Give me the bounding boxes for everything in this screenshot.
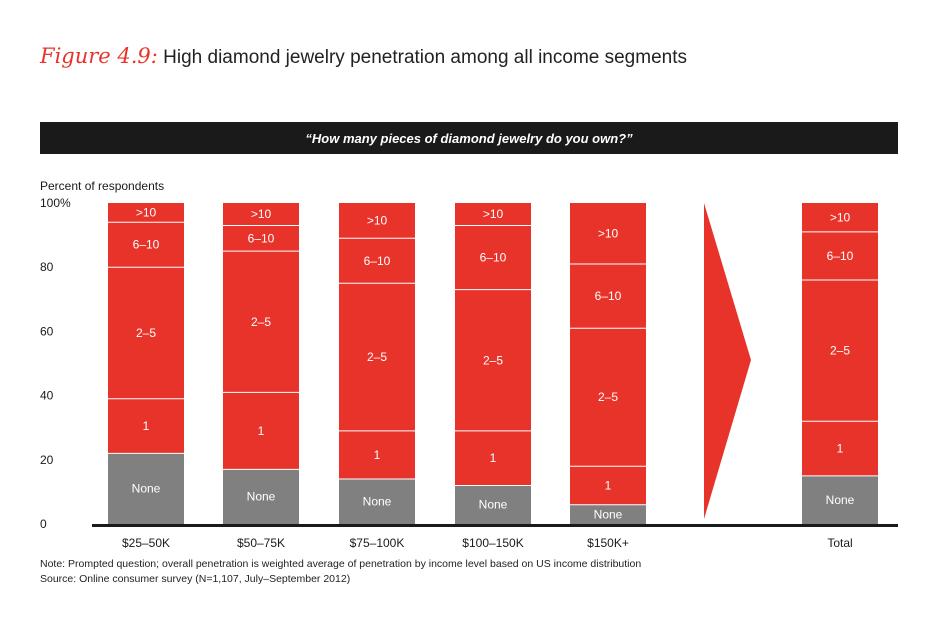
bar-segment (223, 203, 299, 226)
category-label: Total (827, 536, 852, 550)
bar-segment (108, 453, 184, 524)
category-label: $150K+ (587, 536, 629, 550)
segment-label: None (479, 498, 508, 512)
bar-segment (108, 222, 184, 268)
segment-label: 1 (143, 419, 150, 433)
segment-label: None (363, 495, 392, 509)
y-tick-label: 60 (40, 324, 54, 338)
segment-label: >10 (830, 210, 851, 224)
bar-segment (339, 430, 415, 480)
footnotes: Note: Prompted question; overall penetra… (40, 557, 641, 587)
y-tick-label: 100% (40, 196, 71, 210)
bar-segment (108, 398, 184, 454)
bar-segment (802, 475, 878, 524)
segment-label: 6–10 (827, 249, 854, 263)
note-text: Note: Prompted question; overall penetra… (40, 558, 642, 570)
bar-segment (455, 203, 531, 226)
segment-label: 2–5 (367, 350, 387, 364)
segment-label: >10 (367, 214, 388, 228)
segment-label: >10 (483, 207, 504, 221)
bar-segment (455, 485, 531, 524)
bar-segment (455, 289, 531, 431)
segment-label: 2–5 (483, 353, 503, 367)
segment-label: 6–10 (248, 231, 275, 245)
bar-segment (223, 392, 299, 470)
y-tick-label: 20 (40, 453, 54, 467)
bar-segment (802, 203, 878, 232)
category-label: $100–150K (462, 536, 523, 550)
segment-label: None (826, 493, 855, 507)
segment-label: 6–10 (480, 251, 507, 265)
bar-segment (570, 504, 646, 524)
segment-label: 1 (837, 442, 844, 456)
bar-segment (802, 421, 878, 476)
segment-label: >10 (136, 206, 157, 220)
figure-title: Figure 4.9: High diamond jewelry penetra… (40, 44, 687, 69)
segment-label: None (247, 490, 276, 504)
bar-segment (570, 203, 646, 264)
category-label: $75–100K (350, 536, 405, 550)
bar-segment (570, 328, 646, 467)
category-label: $25–50K (122, 536, 170, 550)
bar-segment (223, 225, 299, 252)
question-text: “How many pieces of diamond jewelry do y… (305, 130, 633, 146)
segment-label: 6–10 (595, 289, 622, 303)
segment-label: 1 (605, 478, 612, 492)
bar-segment (108, 267, 184, 399)
bar-segment (802, 280, 878, 422)
bar-segment (339, 238, 415, 284)
segment-label: 1 (490, 451, 497, 465)
bar-segment (570, 263, 646, 329)
segment-label: 6–10 (364, 254, 391, 268)
segment-label: None (594, 507, 623, 521)
bar-segment (339, 203, 415, 239)
bar-segment (108, 203, 184, 223)
bar-segment (570, 466, 646, 505)
segment-label: 2–5 (136, 326, 156, 340)
segment-label: 1 (258, 424, 265, 438)
segment-label: 6–10 (133, 238, 160, 252)
figure-label: Figure 4.9: (40, 44, 158, 68)
segment-label: >10 (598, 226, 619, 240)
bar-segment (455, 430, 531, 486)
category-label: $50–75K (237, 536, 285, 550)
bar-segment (223, 251, 299, 393)
bar-segment (455, 225, 531, 290)
segment-label: 2–5 (598, 390, 618, 404)
segment-label: 2–5 (251, 315, 271, 329)
bar-segment (802, 231, 878, 281)
bar-segment (339, 479, 415, 524)
question-banner: “How many pieces of diamond jewelry do y… (40, 122, 898, 154)
x-axis-baseline (92, 524, 898, 527)
source-text: Source: Online consumer survey (N=1,107,… (40, 573, 351, 585)
bar-segment (223, 469, 299, 524)
y-axis-label: Percent of respondents (40, 179, 165, 193)
segment-label: 1 (374, 448, 381, 462)
y-tick-label: 40 (40, 389, 54, 403)
y-tick-label: 80 (40, 260, 54, 274)
segment-label: >10 (251, 207, 272, 221)
y-tick-label: 0 (40, 517, 47, 531)
arrow-shape (704, 203, 751, 519)
bar-segment (339, 283, 415, 431)
segment-label: 2–5 (830, 344, 850, 358)
stacked-bar-chart: 0 20 40 60 80 100% None 1 2–5 6–10 >10 $25–50K None 1… (40, 196, 898, 550)
figure-title-text: High diamond jewelry penetration among a… (163, 47, 687, 68)
segment-label: None (132, 482, 161, 496)
